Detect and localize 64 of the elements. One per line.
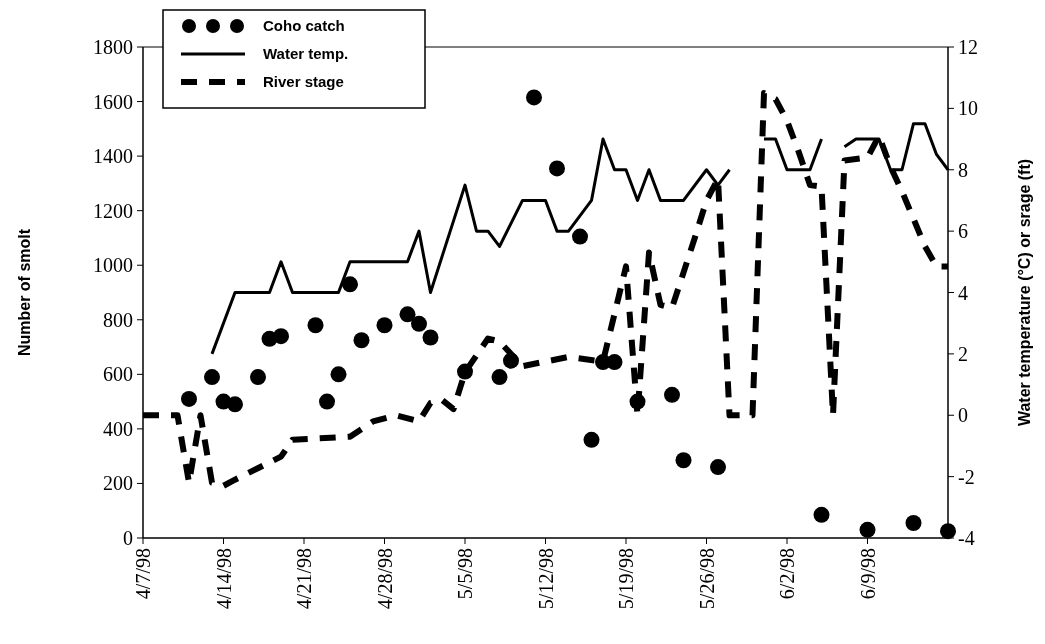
y2-tick-label: 10 — [958, 97, 978, 120]
point — [491, 369, 508, 386]
legend-label: Water temp. — [263, 45, 349, 63]
point — [204, 369, 220, 386]
y2-tick-label: 4 — [958, 281, 968, 304]
point — [664, 386, 680, 403]
point — [422, 329, 439, 346]
point — [376, 317, 393, 334]
x-tick-label: 6/2/98 — [776, 548, 798, 600]
legend-label: Coho catch — [263, 17, 345, 35]
x-tick-label: 5/26/98 — [695, 548, 718, 610]
y-tick-label: 400 — [103, 417, 133, 440]
x-tick-label: 5/12/98 — [534, 548, 557, 610]
point — [583, 431, 600, 448]
point — [905, 515, 922, 531]
y2-tick-label: -2 — [958, 465, 975, 488]
y2-tick-label: 0 — [958, 404, 968, 427]
x-tick-label: 4/28/98 — [373, 548, 396, 610]
point — [319, 393, 335, 410]
y-tick-label: 1200 — [93, 199, 133, 222]
y-tick-label: 1000 — [93, 254, 133, 277]
point — [399, 306, 416, 323]
legend-label: River stage — [263, 73, 344, 91]
point — [457, 363, 473, 380]
y2-tick-label: 2 — [958, 342, 968, 365]
point — [353, 332, 370, 349]
x-tick-label: 4/21/98 — [293, 548, 315, 610]
point — [273, 328, 289, 345]
y-tick-label: 1400 — [93, 145, 133, 168]
y-tick-label: 1600 — [93, 90, 133, 113]
point — [859, 521, 876, 538]
point — [250, 369, 266, 386]
point — [940, 523, 956, 540]
point — [307, 317, 324, 334]
point — [549, 160, 565, 177]
x-tick-label: 6/9/98 — [856, 548, 879, 600]
point — [227, 396, 243, 413]
y2-tick-label: 6 — [958, 220, 968, 243]
x-tick-label: 4/14/98 — [212, 548, 235, 610]
point — [606, 354, 623, 371]
point — [675, 452, 692, 469]
y2-axis-title: Water temperature (°C) or srage (ft) — [1016, 158, 1033, 427]
point — [411, 315, 427, 332]
point — [181, 390, 197, 407]
point — [710, 459, 726, 476]
point — [503, 352, 519, 369]
point — [813, 506, 830, 523]
y-axis-title: Number of smolt — [16, 228, 33, 357]
point — [342, 276, 358, 293]
y-tick-label: 200 — [103, 472, 133, 495]
point — [526, 89, 542, 106]
y-tick-label: 600 — [103, 363, 133, 386]
y-tick-label: 800 — [103, 308, 133, 331]
point — [330, 366, 347, 383]
point — [572, 228, 588, 245]
y2-tick-label: 8 — [958, 158, 968, 181]
y-tick-label: 0 — [123, 527, 133, 549]
x-tick-label: 5/5/98 — [454, 548, 476, 600]
x-tick-label: 5/19/98 — [615, 548, 637, 610]
y2-tick-label: -4 — [958, 527, 975, 549]
y-tick-label: 1800 — [93, 36, 133, 58]
point — [629, 393, 646, 410]
x-tick-label: 4/7/98 — [132, 548, 154, 600]
y2-tick-label: 12 — [958, 36, 978, 58]
